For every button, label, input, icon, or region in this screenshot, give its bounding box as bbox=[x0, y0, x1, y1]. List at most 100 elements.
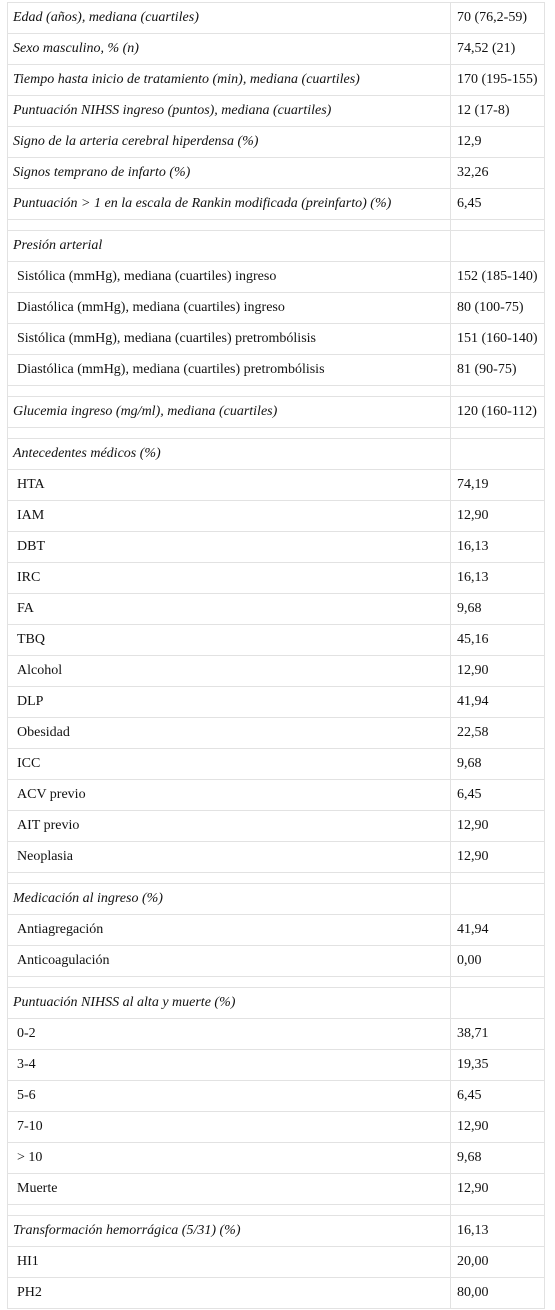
row-label: Antecedentes médicos (%) bbox=[7, 438, 451, 470]
row-value: 152 (185-140) bbox=[450, 261, 545, 293]
row-label: Medicación al ingreso (%) bbox=[7, 883, 451, 915]
table-row: 5-6 6,45 bbox=[7, 1080, 545, 1112]
row-value: 16,13 bbox=[450, 531, 545, 563]
row-value: 81 (90-75) bbox=[450, 354, 545, 386]
table-row: Signo de la arteria cerebral hiperdensa … bbox=[7, 126, 545, 158]
row-value: 19,35 bbox=[450, 1049, 545, 1081]
table-row: DBT 16,13 bbox=[7, 531, 545, 563]
row-label: Antiagregación bbox=[7, 914, 451, 946]
table-row: Edad (años), mediana (cuartiles) 70 (76,2… bbox=[7, 2, 545, 34]
table-row: TBQ 45,16 bbox=[7, 624, 545, 656]
row-label: Signo de la arteria cerebral hiperdensa … bbox=[7, 126, 451, 158]
row-value: 41,94 bbox=[450, 914, 545, 946]
row-label: Diastólica (mmHg), mediana (cuartiles) p… bbox=[7, 354, 451, 386]
row-value: 16,13 bbox=[450, 1215, 545, 1247]
row-label: ACV previo bbox=[7, 779, 451, 811]
spacer-cell bbox=[7, 427, 451, 439]
row-value bbox=[450, 883, 545, 915]
row-value: 12,90 bbox=[450, 1173, 545, 1205]
row-label: Sistólica (mmHg), mediana (cuartiles) in… bbox=[7, 261, 451, 293]
row-value: 0,00 bbox=[450, 945, 545, 977]
spacer-cell bbox=[450, 976, 545, 988]
table-row: IAM 12,90 bbox=[7, 500, 545, 532]
row-label: IRC bbox=[7, 562, 451, 594]
spacer-row bbox=[7, 219, 545, 231]
spacer-cell bbox=[7, 976, 451, 988]
table-row: > 10 9,68 bbox=[7, 1142, 545, 1174]
row-value: 80 (100-75) bbox=[450, 292, 545, 324]
spacer-cell bbox=[7, 1204, 451, 1216]
row-label: Anticoagulación bbox=[7, 945, 451, 977]
row-value: 32,26 bbox=[450, 157, 545, 189]
row-label: Diastólica (mmHg), mediana (cuartiles) i… bbox=[7, 292, 451, 324]
row-value bbox=[450, 438, 545, 470]
table-row: Transformación hemorrágica (5/31) (%) 16,… bbox=[7, 1215, 545, 1247]
table-row: Antecedentes médicos (%) bbox=[7, 438, 545, 470]
row-label: PH2 bbox=[7, 1277, 451, 1309]
row-value: 12 (17-8) bbox=[450, 95, 545, 127]
spacer-row bbox=[7, 427, 545, 439]
spacer-cell bbox=[450, 219, 545, 231]
table-row: ICC 9,68 bbox=[7, 748, 545, 780]
row-label: Edad (años), mediana (cuartiles) bbox=[7, 2, 451, 34]
spacer-cell bbox=[7, 872, 451, 884]
table-row: Sistólica (mmHg), mediana (cuartiles) in… bbox=[7, 261, 545, 293]
row-label: 3-4 bbox=[7, 1049, 451, 1081]
table-row: Puntuación NIHSS al alta y muerte (%) bbox=[7, 987, 545, 1019]
row-value: 22,58 bbox=[450, 717, 545, 749]
row-value: 80,00 bbox=[450, 1277, 545, 1309]
row-label: Sexo masculino, % (n) bbox=[7, 33, 451, 65]
table-row: Diastólica (mmHg), mediana (cuartiles) p… bbox=[7, 354, 545, 386]
table-row: AIT previo 12,90 bbox=[7, 810, 545, 842]
row-label: Tiempo hasta inicio de tratamiento (min)… bbox=[7, 64, 451, 96]
row-value: 6,45 bbox=[450, 779, 545, 811]
table-row: Diastólica (mmHg), mediana (cuartiles) i… bbox=[7, 292, 545, 324]
spacer-row bbox=[7, 385, 545, 397]
row-label: Muerte bbox=[7, 1173, 451, 1205]
table-row: HI1 20,00 bbox=[7, 1246, 545, 1278]
table-row: DLP 41,94 bbox=[7, 686, 545, 718]
table-row: Medicación al ingreso (%) bbox=[7, 883, 545, 915]
row-value: 45,16 bbox=[450, 624, 545, 656]
row-label: TBQ bbox=[7, 624, 451, 656]
row-label: Puntuación NIHSS ingreso (puntos), media… bbox=[7, 95, 451, 127]
spacer-cell bbox=[450, 385, 545, 397]
table-row: Obesidad 22,58 bbox=[7, 717, 545, 749]
row-value: 38,71 bbox=[450, 1018, 545, 1050]
table-row: Neoplasia 12,90 bbox=[7, 841, 545, 873]
table-row: Tiempo hasta inicio de tratamiento (min)… bbox=[7, 64, 545, 96]
table-row: 0-2 38,71 bbox=[7, 1018, 545, 1050]
row-value: 12,90 bbox=[450, 841, 545, 873]
row-value: 9,68 bbox=[450, 1142, 545, 1174]
table-row: PH2 80,00 bbox=[7, 1277, 545, 1309]
row-label: 0-2 bbox=[7, 1018, 451, 1050]
row-value: 12,90 bbox=[450, 500, 545, 532]
row-label: Signos temprano de infarto (%) bbox=[7, 157, 451, 189]
spacer-row bbox=[7, 1204, 545, 1216]
spacer-row bbox=[7, 872, 545, 884]
data-table: Edad (años), mediana (cuartiles) 70 (76,2… bbox=[7, 2, 545, 1309]
table-row: IRC 16,13 bbox=[7, 562, 545, 594]
row-value: 70 (76,2-59) bbox=[450, 2, 545, 34]
table-row: 3-4 19,35 bbox=[7, 1049, 545, 1081]
row-label: DBT bbox=[7, 531, 451, 563]
spacer-row bbox=[7, 976, 545, 988]
spacer-cell bbox=[7, 219, 451, 231]
row-value: 74,19 bbox=[450, 469, 545, 501]
spacer-cell bbox=[450, 1204, 545, 1216]
row-value: 170 (195-155) bbox=[450, 64, 545, 96]
row-label: IAM bbox=[7, 500, 451, 532]
row-label: Alcohol bbox=[7, 655, 451, 687]
row-label: Presión arterial bbox=[7, 230, 451, 262]
row-value: 12,90 bbox=[450, 655, 545, 687]
row-label: ICC bbox=[7, 748, 451, 780]
table-row: Sexo masculino, % (n) 74,52 (21) bbox=[7, 33, 545, 65]
row-label: Obesidad bbox=[7, 717, 451, 749]
table-row: Puntuación > 1 en la escala de Rankin mo… bbox=[7, 188, 545, 220]
row-value: 6,45 bbox=[450, 188, 545, 220]
row-label: 5-6 bbox=[7, 1080, 451, 1112]
table-row: Puntuación NIHSS ingreso (puntos), media… bbox=[7, 95, 545, 127]
row-label: DLP bbox=[7, 686, 451, 718]
row-label: Sistólica (mmHg), mediana (cuartiles) pr… bbox=[7, 323, 451, 355]
